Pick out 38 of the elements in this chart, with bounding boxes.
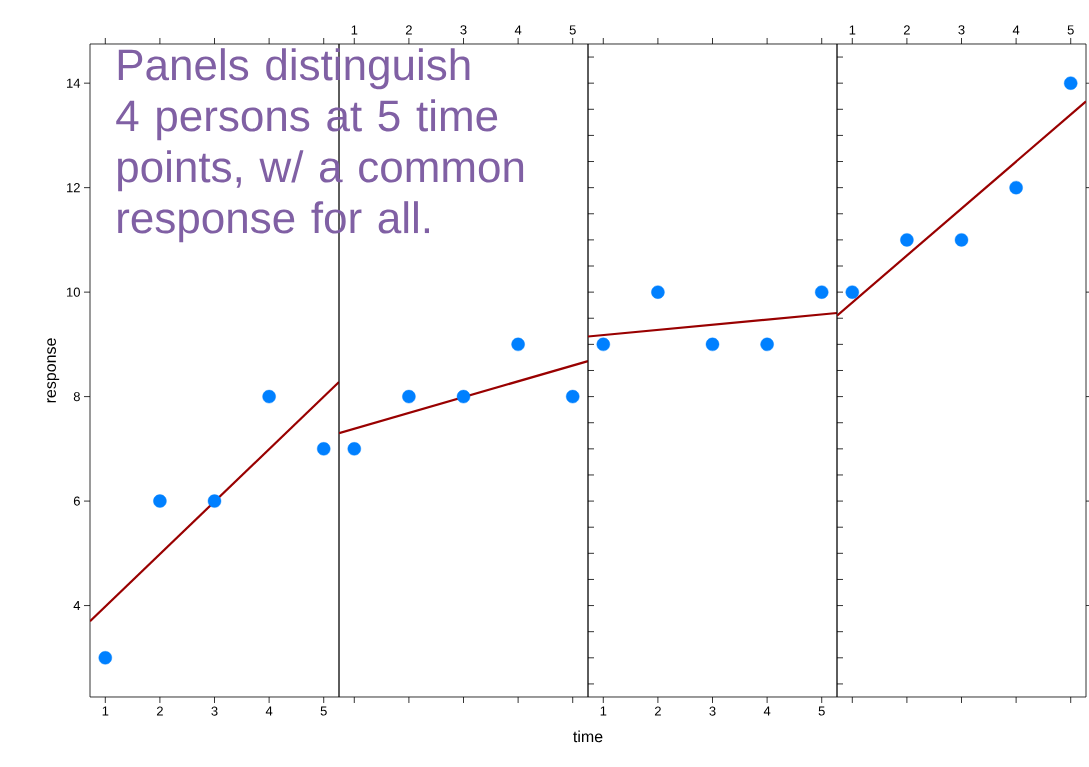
x-axis-title: time: [573, 730, 603, 743]
x-tick-label: 4: [514, 25, 522, 35]
point: [153, 494, 167, 508]
x-tick-label: 3: [460, 25, 467, 35]
point: [954, 233, 969, 247]
y-axis-title: response: [47, 338, 60, 403]
point: [1009, 180, 1023, 195]
point: [262, 389, 276, 404]
point: [317, 442, 331, 456]
x-tick-label: 2: [156, 706, 163, 716]
y-tick-label: 4: [73, 601, 81, 611]
point: [98, 651, 112, 665]
x-tick-label: 2: [654, 706, 661, 716]
x-tick-label: 3: [958, 25, 965, 35]
x-tick-label: 1: [351, 25, 358, 35]
y-tick-label: 12: [67, 183, 80, 193]
y-tick-label: 6: [73, 496, 80, 506]
x-tick-label: 2: [903, 25, 910, 35]
x-tick-label: 3: [211, 706, 218, 716]
x-tick-label: 3: [709, 706, 716, 716]
x-tick-label: 2: [405, 25, 412, 35]
y-tick-label: 14: [67, 78, 81, 88]
y-tick-label: 8: [73, 392, 80, 402]
x-tick-label: 1: [600, 706, 607, 716]
x-tick-label: 4: [265, 706, 273, 716]
x-tick-label: 5: [320, 706, 327, 716]
point: [845, 285, 859, 299]
point: [207, 494, 222, 508]
x-tick-label: 5: [569, 25, 576, 35]
point: [900, 233, 914, 247]
x-tick-label: 4: [1012, 25, 1020, 35]
x-tick-label: 4: [763, 706, 771, 716]
point: [1064, 76, 1078, 90]
x-tick-label: 5: [818, 706, 825, 716]
x-tick-label: 1: [102, 706, 109, 716]
y-tick-label: 10: [67, 287, 80, 297]
x-tick-label: 5: [1067, 25, 1074, 35]
x-tick-label: 1: [849, 25, 856, 35]
